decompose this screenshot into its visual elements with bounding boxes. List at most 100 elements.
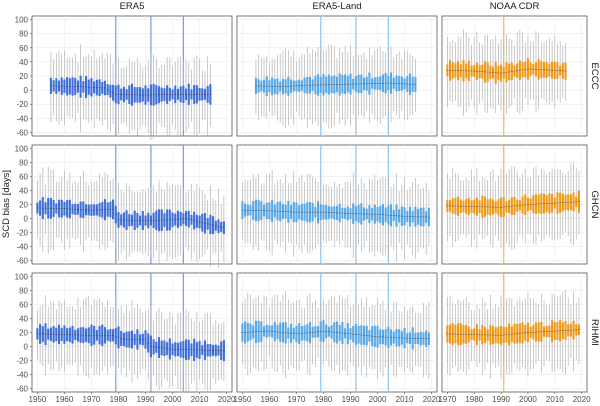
year-box [308, 293, 312, 376]
year-box [152, 54, 155, 139]
year-box [317, 181, 320, 245]
year-box [341, 187, 344, 241]
year-box [465, 177, 468, 238]
year-box [368, 307, 371, 368]
year-box [57, 50, 61, 125]
year-box [577, 298, 580, 365]
year-box [497, 43, 500, 106]
x-tick-label: 2020 [218, 395, 236, 404]
year-box [300, 307, 303, 362]
year-box [217, 188, 220, 269]
year-box [290, 56, 293, 119]
year-box [419, 313, 422, 366]
year-box [510, 298, 513, 373]
year-box [298, 177, 301, 250]
year-box [475, 31, 478, 115]
year-box [502, 169, 505, 248]
y-tick-label: -20 [16, 100, 28, 109]
year-box [244, 179, 247, 244]
year-box [483, 34, 487, 113]
year-box [379, 45, 382, 125]
year-box [459, 180, 462, 235]
year-box [537, 304, 540, 362]
y-tick-label: 40 [19, 315, 28, 324]
year-box [505, 33, 508, 114]
year-box [483, 178, 487, 238]
year-box [193, 190, 196, 253]
year-box [365, 297, 368, 377]
year-box [98, 298, 101, 376]
year-box [71, 57, 74, 118]
year-box [505, 173, 508, 244]
year-box [400, 58, 403, 111]
year-box [271, 169, 274, 256]
year-box [182, 310, 185, 393]
year-box [373, 50, 376, 120]
x-tick-label: 1970 [288, 395, 306, 404]
year-box [521, 32, 524, 111]
year-box [201, 190, 204, 258]
year-box [298, 299, 301, 371]
year-box [95, 181, 98, 242]
year-box [241, 182, 244, 241]
year-box [206, 200, 209, 250]
year-box [327, 44, 330, 129]
year-box [502, 43, 505, 105]
year-box [398, 51, 401, 119]
year-box [133, 192, 136, 251]
year-box [373, 175, 376, 257]
year-box [279, 179, 282, 247]
y-tick-label: -20 [16, 229, 28, 238]
year-box [298, 57, 301, 117]
x-tick-label: 1990 [137, 395, 155, 404]
year-box [133, 62, 136, 130]
year-box [556, 296, 559, 369]
x-tick-label: 1970 [83, 395, 101, 404]
x-tick-label: 1970 [438, 395, 456, 404]
year-box [483, 302, 487, 371]
year-box [160, 312, 163, 387]
year-box [254, 59, 257, 115]
year-box [390, 46, 393, 123]
year-box [462, 180, 465, 235]
year-box [71, 306, 74, 366]
year-box [63, 50, 66, 125]
year-box [125, 304, 128, 378]
year-box [284, 291, 287, 378]
year-box [354, 181, 357, 249]
year-box [101, 53, 104, 126]
year-box [60, 53, 63, 121]
year-box [532, 298, 535, 369]
year-box [322, 300, 325, 364]
year-box [564, 289, 567, 375]
year-box [109, 306, 112, 367]
year-box [57, 181, 61, 238]
year-box [330, 186, 333, 241]
row-strip-label: GHCN [589, 191, 600, 219]
year-box [101, 177, 104, 246]
year-box [540, 42, 543, 99]
x-tick-label: 2020 [423, 395, 441, 404]
year-box [262, 295, 266, 371]
year-box [306, 46, 309, 128]
x-tick-label: 2010 [546, 395, 564, 404]
year-box [354, 44, 357, 128]
year-box [157, 180, 161, 264]
y-tick-label: 0 [24, 343, 29, 352]
year-box [90, 305, 93, 368]
year-box [553, 169, 556, 241]
year-box [214, 200, 217, 254]
year-box [139, 308, 142, 374]
year-box [381, 300, 384, 377]
year-box [446, 297, 449, 374]
year-box [561, 291, 564, 373]
year-box [314, 51, 317, 122]
year-box [417, 183, 420, 253]
column-strip-label: ERA5-Land [312, 1, 361, 12]
year-box [403, 50, 406, 121]
year-box [76, 182, 79, 239]
year-box [459, 301, 462, 370]
year-box [346, 294, 349, 376]
year-box [561, 45, 564, 99]
